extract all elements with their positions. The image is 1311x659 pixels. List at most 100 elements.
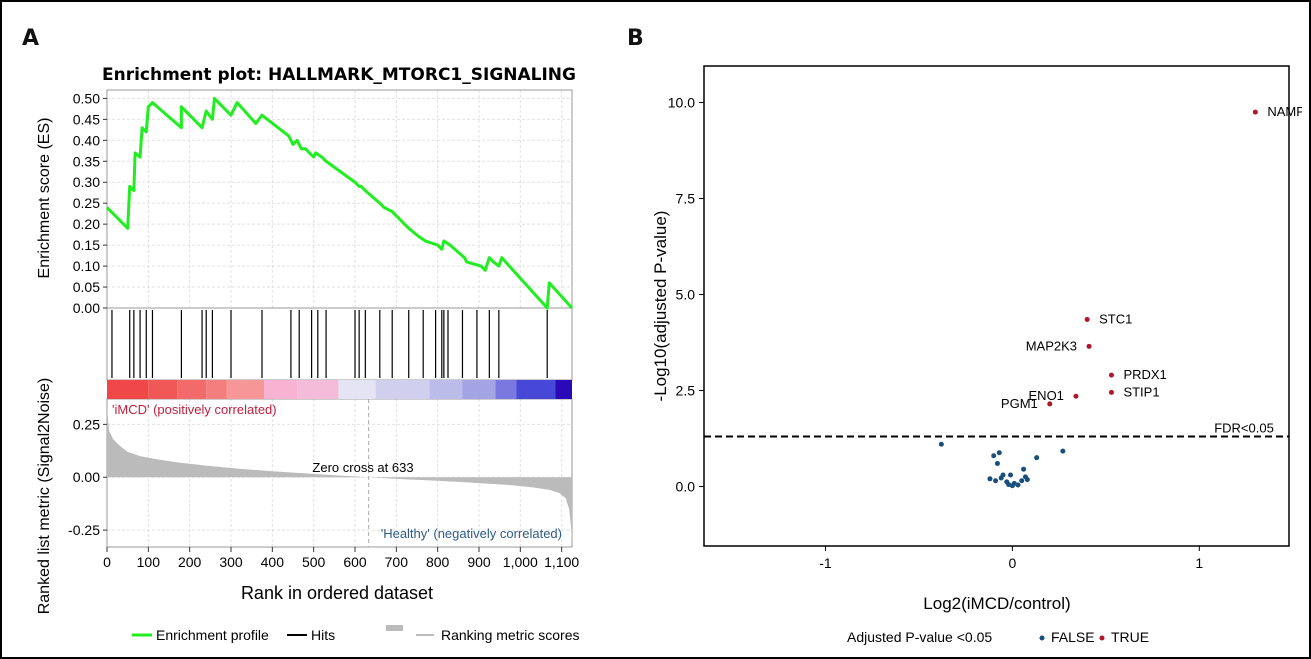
ranking-metric-area bbox=[107, 407, 572, 541]
volcano-legend: Adjusted P-value <0.05 FALSE TRUE bbox=[847, 629, 1149, 645]
nonsignificant-point bbox=[1019, 478, 1025, 484]
heatmap-segment bbox=[429, 380, 463, 399]
x-tick-label: 1,000 bbox=[503, 554, 538, 570]
volcano-y-tick-label: 7.5 bbox=[676, 190, 696, 206]
es-y-tick-label: 0.10 bbox=[73, 258, 100, 274]
es-y-tick-label: 0.45 bbox=[73, 111, 100, 127]
legend-hits-label: Hits bbox=[311, 627, 335, 643]
significant-point bbox=[1108, 372, 1114, 378]
heatmap-segment bbox=[264, 380, 298, 399]
legend-ranking-label: Ranking metric scores bbox=[441, 627, 580, 643]
fdr-threshold-label: FDR<0.05 bbox=[1214, 421, 1274, 436]
volcano-y-tick-label: 5.0 bbox=[676, 286, 696, 302]
gene-label: PRDX1 bbox=[1123, 367, 1166, 382]
gene-label: PGM1 bbox=[1001, 396, 1038, 411]
es-y-tick-label: 0.35 bbox=[73, 153, 100, 169]
es-y-tick-label: 0.40 bbox=[73, 132, 100, 148]
significant-point bbox=[1108, 389, 1114, 395]
enrichment-profile bbox=[105, 96, 574, 310]
heatmap-segment bbox=[226, 380, 265, 399]
significant-point bbox=[1047, 401, 1053, 407]
nonsignificant-point bbox=[1015, 482, 1021, 488]
metric-y-tick-label: 0.25 bbox=[73, 416, 100, 432]
positive-correlation-label: 'iMCD' (positively correlated) bbox=[112, 402, 277, 417]
x-tick-label: 600 bbox=[343, 554, 367, 570]
heatmap-segment bbox=[107, 380, 149, 399]
enrichment-profile-line bbox=[105, 96, 574, 310]
significant-point bbox=[1252, 109, 1258, 115]
volcano-y-tick-label: 0.0 bbox=[676, 478, 696, 494]
non-significant-points bbox=[938, 441, 1066, 489]
gsea-x-label: Rank in ordered dataset bbox=[241, 583, 433, 603]
gsea-gridlines bbox=[106, 90, 572, 547]
es-y-tick-label: 0.00 bbox=[73, 300, 100, 316]
legend-enrichment-label: Enrichment profile bbox=[156, 627, 269, 643]
volcano-ticks: -1 0 10.02.55.07.510.0 bbox=[668, 94, 1204, 571]
legend-false-label: FALSE bbox=[1051, 629, 1095, 645]
es-y-tick-label: 0.20 bbox=[73, 216, 100, 232]
metric-y-tick-label: -0.25 bbox=[68, 522, 100, 538]
volcano-x-tick-label: 1 bbox=[1195, 555, 1203, 571]
nonsignificant-point bbox=[994, 460, 1000, 466]
volcano-plot-frame bbox=[703, 65, 1290, 547]
gsea-es-y-label: Enrichment score (ES) bbox=[36, 118, 53, 279]
volcano-legend-title: Adjusted P-value <0.05 bbox=[847, 629, 992, 645]
significant-point bbox=[1086, 343, 1092, 349]
nonsignificant-point bbox=[1024, 477, 1030, 483]
x-tick-label: 0 bbox=[103, 554, 111, 570]
nonsignificant-point bbox=[938, 441, 944, 447]
nonsignificant-point bbox=[996, 450, 1002, 456]
gsea-metric-y-label: Ranked list metric (Signal2Noise) bbox=[36, 378, 53, 615]
nonsignificant-point bbox=[987, 476, 993, 482]
gene-label: STC1 bbox=[1099, 311, 1132, 326]
legend-true-label: TRUE bbox=[1111, 629, 1149, 645]
volcano-y-label: -Log10(adjusted P-value) bbox=[651, 211, 670, 402]
nonsignificant-point bbox=[991, 453, 997, 459]
ranking-metric-area-shape bbox=[107, 407, 572, 541]
nonsignificant-point bbox=[1034, 455, 1040, 461]
es-y-tick-label: 0.50 bbox=[73, 90, 100, 106]
gene-label: NAMPT bbox=[1267, 104, 1302, 119]
nonsignificant-point bbox=[1060, 448, 1066, 454]
legend-ranking-swatch-block bbox=[386, 625, 403, 631]
gsea-legend: Enrichment profile Hits Ranking metric s… bbox=[132, 625, 580, 643]
hits-barcode bbox=[111, 310, 548, 378]
nonsignificant-point bbox=[993, 478, 999, 484]
es-y-tick-label: 0.25 bbox=[73, 195, 100, 211]
nonsignificant-point bbox=[1008, 472, 1014, 478]
gene-label: MAP2K3 bbox=[1026, 338, 1077, 353]
gsea-enrichment-plot: Enrichment plot: HALLMARK_MTORC1_SIGNALI… bbox=[36, 65, 580, 643]
gsea-axes: 0 100 200 300 400 500 600 700 800 900 1,000 1,100 0.… bbox=[68, 90, 579, 570]
volcano-y-tick-label: 10.0 bbox=[668, 94, 695, 110]
heatmap-segment bbox=[177, 380, 207, 399]
x-tick-label: 1,100 bbox=[544, 554, 579, 570]
ranked-list-heatmap bbox=[107, 380, 572, 399]
es-y-tick-label: 0.05 bbox=[73, 279, 100, 295]
panel-b-label: B bbox=[627, 26, 644, 51]
heatmap-segment bbox=[516, 380, 556, 399]
x-tick-label: 400 bbox=[261, 554, 285, 570]
heatmap-segment bbox=[297, 380, 339, 399]
heatmap-segment bbox=[462, 380, 496, 399]
nonsignificant-point bbox=[998, 475, 1004, 481]
nonsignificant-point bbox=[1021, 466, 1027, 472]
x-tick-label: 200 bbox=[178, 554, 202, 570]
x-tick-label: 900 bbox=[467, 554, 491, 570]
gene-label: STIP1 bbox=[1123, 384, 1159, 399]
significant-point bbox=[1073, 393, 1079, 399]
x-tick-label: 100 bbox=[137, 554, 161, 570]
metric-y-tick-label: 0.00 bbox=[73, 469, 100, 485]
nonsignificant-point bbox=[1011, 480, 1017, 486]
es-y-tick-label: 0.30 bbox=[73, 174, 100, 190]
heatmap-segment bbox=[495, 380, 517, 399]
heatmap-segment bbox=[206, 380, 227, 399]
zero-cross-label: Zero cross at 633 bbox=[312, 460, 413, 475]
gsea-title: Enrichment plot: HALLMARK_MTORC1_SIGNALI… bbox=[102, 65, 576, 85]
volcano-x-tick-label: 0 bbox=[1008, 555, 1016, 571]
volcano-y-tick-label: 2.5 bbox=[676, 382, 696, 398]
x-tick-label: 700 bbox=[385, 554, 409, 570]
es-y-tick-label: 0.15 bbox=[73, 237, 100, 253]
